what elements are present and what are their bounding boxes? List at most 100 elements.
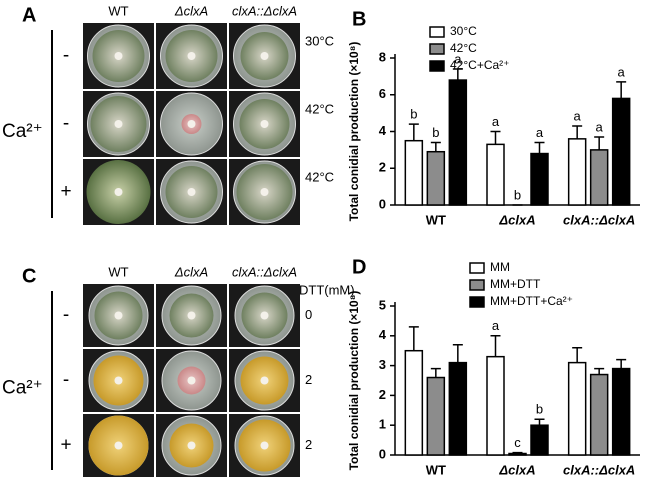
y-axis-title: Total conidial production (×10⁸) bbox=[347, 42, 361, 222]
bar bbox=[530, 424, 549, 456]
column-label: ΔclxA bbox=[174, 264, 208, 279]
legend-label: 42°C+Ca²⁺ bbox=[450, 58, 510, 72]
column-label: clxA::ΔclxA bbox=[232, 264, 297, 279]
bar bbox=[448, 79, 468, 206]
significance-letter: a bbox=[492, 114, 500, 129]
legend-swatch bbox=[469, 296, 485, 308]
bar bbox=[508, 452, 527, 456]
panel-label: C bbox=[22, 265, 36, 287]
error-bar bbox=[594, 367, 605, 375]
error-bar bbox=[490, 335, 501, 357]
x-tick-label: WT bbox=[426, 212, 446, 227]
condition-header: DTT(mM) bbox=[299, 282, 355, 297]
y-tick-label: 0 bbox=[379, 446, 386, 461]
condition: 42°C bbox=[305, 101, 334, 116]
bar bbox=[589, 149, 609, 206]
legend-swatch bbox=[429, 43, 445, 55]
x-tick-label: clxA::ΔclxA bbox=[563, 462, 635, 477]
colony-center bbox=[114, 376, 123, 385]
y-tick-label: 4 bbox=[379, 327, 387, 342]
colony-center bbox=[260, 188, 269, 196]
panel-label: A bbox=[22, 4, 36, 26]
panel-label: D bbox=[352, 256, 366, 278]
colony-center bbox=[187, 376, 196, 385]
legend-swatch bbox=[429, 26, 445, 38]
significance-letter: b bbox=[432, 125, 439, 140]
significance-letter: a bbox=[574, 108, 582, 123]
colony-center bbox=[114, 120, 123, 128]
error-bar bbox=[534, 418, 545, 426]
sign: + bbox=[60, 435, 71, 456]
significance-letter: a bbox=[454, 51, 462, 66]
significance-letter: b bbox=[410, 107, 417, 122]
y-axis-title: Total conidial production (×10⁸) bbox=[347, 291, 361, 471]
colony-center bbox=[114, 188, 123, 196]
column-label: clxA::ΔclxA bbox=[232, 3, 297, 18]
colony-center bbox=[260, 311, 269, 320]
legend-label: MM bbox=[490, 260, 510, 274]
y-tick-label: 2 bbox=[379, 387, 386, 402]
significance-letter: a bbox=[492, 318, 500, 333]
sign: + bbox=[60, 181, 71, 202]
x-tick-label: WT bbox=[426, 462, 446, 477]
legend-label: MM+DTT+Ca²⁺ bbox=[490, 294, 573, 308]
y-tick-label: 2 bbox=[379, 160, 386, 175]
error-bar bbox=[616, 81, 627, 99]
row-group-label: Ca²⁺ bbox=[2, 121, 43, 142]
bar bbox=[486, 355, 505, 456]
legend-label: 42°C bbox=[450, 41, 477, 55]
significance-letter: b bbox=[514, 187, 521, 202]
colony-center bbox=[187, 441, 196, 450]
legend-label: MM+DTT bbox=[490, 277, 541, 291]
error-bar bbox=[408, 123, 419, 141]
x-tick-label: clxA::ΔclxA bbox=[563, 212, 635, 227]
sign: - bbox=[63, 305, 69, 326]
colony-center bbox=[260, 376, 269, 385]
error-bar bbox=[512, 451, 523, 454]
colony-center bbox=[260, 441, 269, 450]
condition: 30°C bbox=[305, 33, 334, 48]
error-bar bbox=[452, 68, 463, 81]
y-tick-label: 1 bbox=[379, 417, 386, 432]
legend-swatch bbox=[429, 60, 445, 72]
condition: 0 bbox=[305, 307, 312, 322]
y-tick-label: 4 bbox=[379, 123, 387, 138]
bar bbox=[404, 349, 424, 456]
bar bbox=[611, 97, 631, 206]
row-group-label: Ca²⁺ bbox=[2, 378, 43, 399]
bar bbox=[426, 376, 446, 456]
colony-center bbox=[114, 441, 123, 450]
colony-center bbox=[187, 52, 196, 60]
bar bbox=[486, 143, 505, 206]
bar bbox=[426, 150, 446, 206]
error-bar bbox=[452, 343, 463, 363]
sign: - bbox=[63, 45, 69, 66]
y-tick-label: 0 bbox=[379, 196, 386, 211]
colony-center bbox=[260, 120, 269, 128]
error-bar bbox=[408, 326, 419, 351]
column-label: WT bbox=[108, 264, 128, 279]
error-bar bbox=[572, 346, 583, 363]
significance-letter: c bbox=[514, 435, 521, 450]
bar bbox=[404, 139, 424, 206]
x-tick-label: ΔclxA bbox=[498, 462, 535, 477]
significance-letter: a bbox=[618, 64, 626, 79]
error-bar bbox=[490, 130, 501, 145]
legend-swatch bbox=[469, 279, 485, 291]
significance-letter: a bbox=[596, 119, 604, 134]
colony-center bbox=[187, 311, 196, 320]
colony-center bbox=[260, 52, 269, 60]
colony-center bbox=[114, 311, 123, 320]
legend-swatch bbox=[469, 262, 485, 274]
significance-letter: a bbox=[536, 125, 544, 140]
error-bar bbox=[430, 367, 441, 378]
colony-center bbox=[187, 120, 196, 128]
significance-letter: b bbox=[536, 402, 543, 417]
colony-center bbox=[114, 52, 123, 60]
colony-center bbox=[187, 188, 196, 196]
column-label: ΔclxA bbox=[174, 3, 208, 18]
error-bar bbox=[430, 141, 441, 152]
panel-label: B bbox=[352, 8, 366, 30]
bar bbox=[589, 373, 609, 456]
